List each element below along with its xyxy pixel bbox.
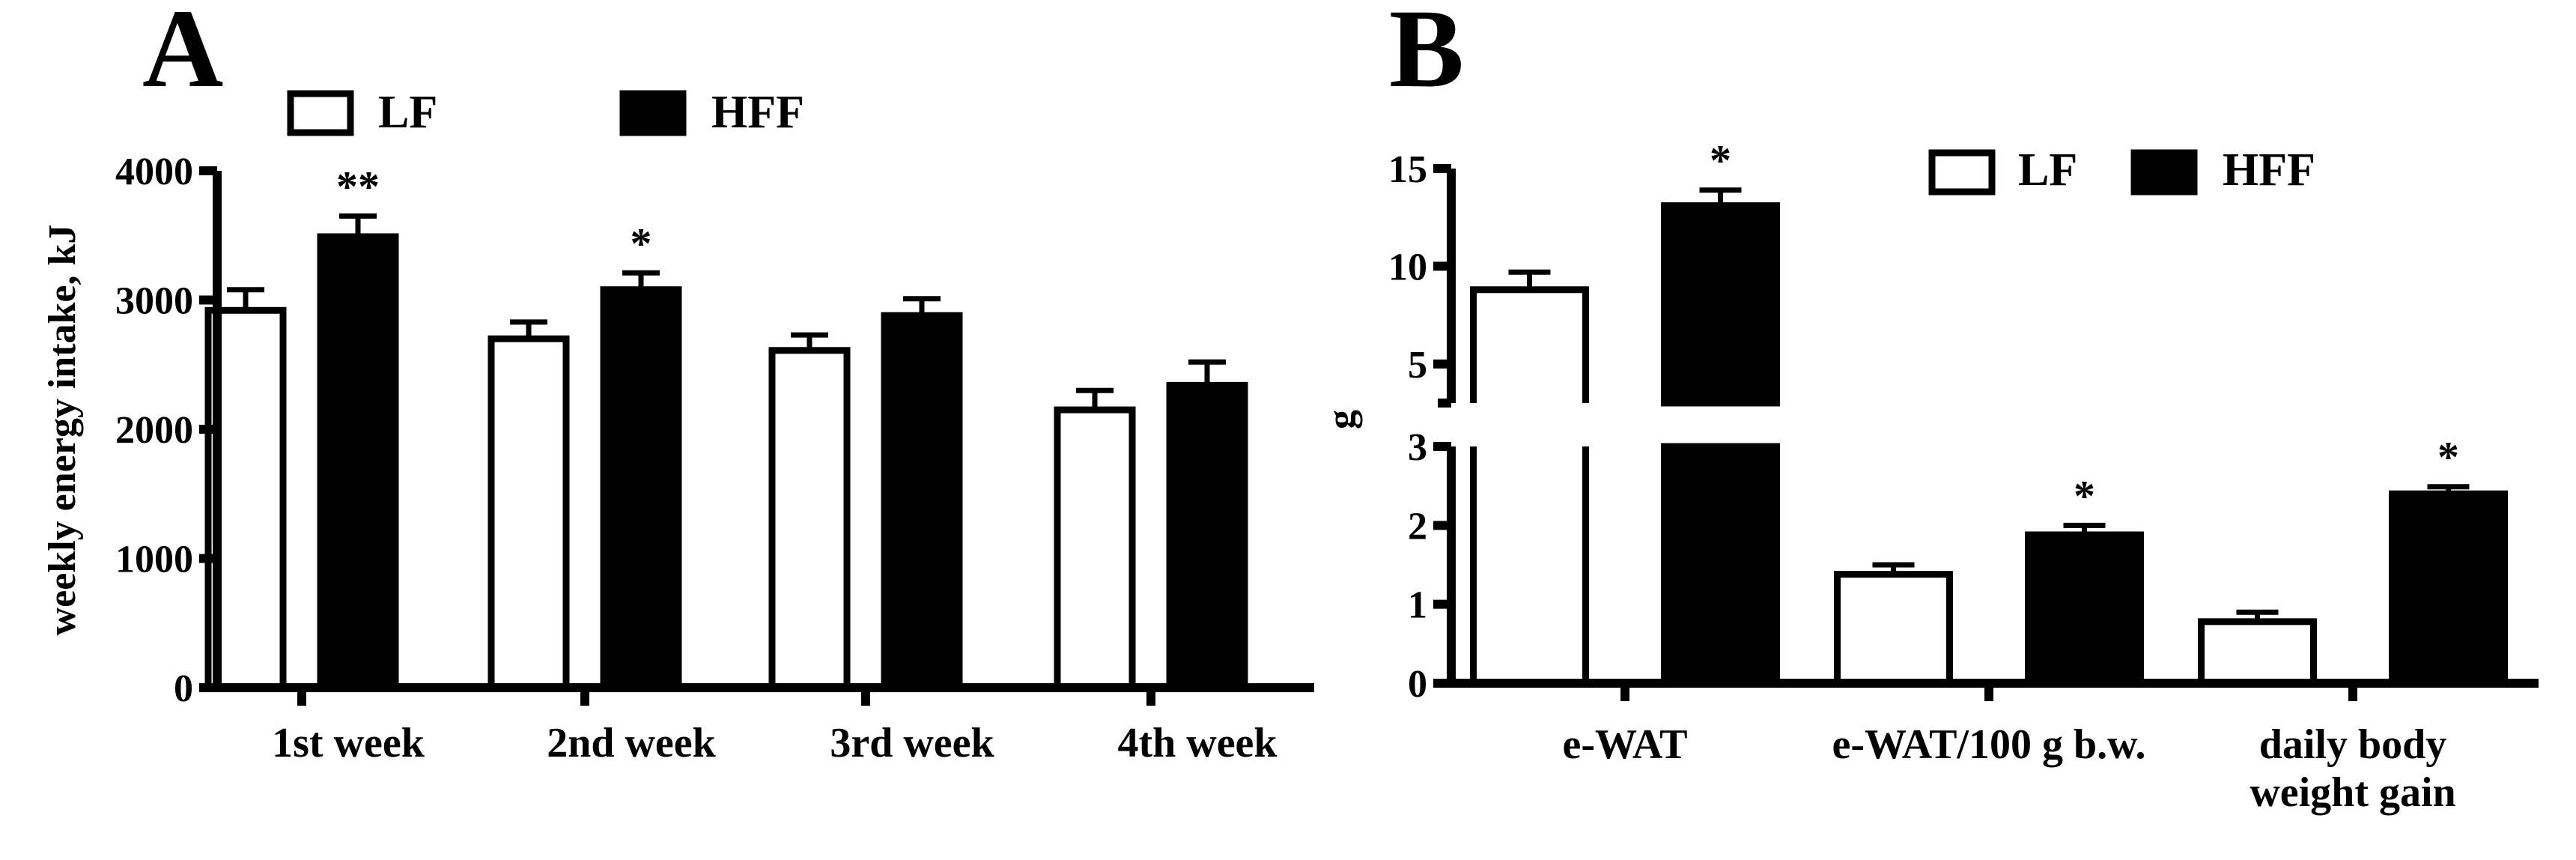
y-axis-title: g — [1320, 410, 1363, 429]
legend-swatch-hff — [619, 90, 687, 136]
y-tick-label: 10 — [1388, 246, 1427, 288]
bar-hff — [1166, 381, 1248, 691]
bar-lf-upper — [1470, 286, 1589, 403]
panel-label-a: A — [142, 0, 223, 111]
panel-label-b: B — [1389, 0, 1464, 111]
y-tick-label: 3 — [1408, 426, 1427, 469]
legend-label-lf: LF — [2018, 145, 2077, 196]
y-tick-label: 4000 — [115, 151, 193, 193]
legend-label-hff: HFF — [2223, 145, 2315, 196]
x-tick-label: 1st week — [272, 720, 425, 766]
significance-marker: ** — [336, 162, 380, 211]
y-tick-label: 1000 — [115, 539, 193, 581]
legend-label-hff: HFF — [711, 87, 804, 138]
x-tick-label: daily body — [2259, 721, 2447, 768]
bar-hff — [2389, 490, 2508, 687]
y-tick-label: 15 — [1388, 148, 1427, 191]
x-tick-label: 3rd week — [830, 720, 994, 766]
legend-label-lf: LF — [378, 87, 437, 138]
y-tick-label: 3000 — [115, 280, 193, 323]
bar-lf-lower — [1470, 446, 1589, 683]
x-tick-label: 4th week — [1117, 720, 1278, 766]
significance-marker: * — [2437, 433, 2459, 482]
bar-hff — [600, 286, 682, 691]
legend-swatch-lf — [1928, 149, 1996, 196]
significance-marker: * — [1710, 136, 1731, 185]
bar-hff — [2025, 531, 2144, 687]
y-tick-label: 5 — [1408, 344, 1427, 387]
x-tick-label: 2nd week — [547, 720, 716, 766]
y-axis-title: weekly energy intake, kJ — [41, 225, 84, 636]
x-tick-label: weight gain — [2250, 769, 2455, 816]
legend-swatch-hff — [2130, 149, 2198, 196]
x-tick-label: e-WAT/100 g b.w. — [1832, 721, 2146, 768]
significance-marker: * — [631, 219, 652, 267]
bar-lf — [1834, 571, 1953, 687]
bar-lf — [2198, 618, 2317, 687]
bar-lf — [487, 335, 570, 691]
significance-marker: * — [2074, 471, 2095, 520]
bar-lf — [1054, 406, 1136, 691]
y-tick-label: 2 — [1408, 505, 1427, 548]
bar-hff-upper — [1661, 202, 1780, 407]
y-tick-label: 2000 — [115, 409, 193, 452]
legend-swatch-lf — [287, 90, 354, 136]
bar-hff-lower — [1661, 443, 1780, 687]
y-tick-label: 0 — [174, 667, 193, 710]
bar-hff — [881, 312, 963, 691]
bar-hff — [317, 233, 399, 691]
bar-lf — [768, 347, 851, 691]
y-tick-label: 1 — [1408, 584, 1427, 627]
y-tick-label: 0 — [1408, 663, 1427, 706]
x-tick-label: e-WAT — [1563, 721, 1688, 768]
